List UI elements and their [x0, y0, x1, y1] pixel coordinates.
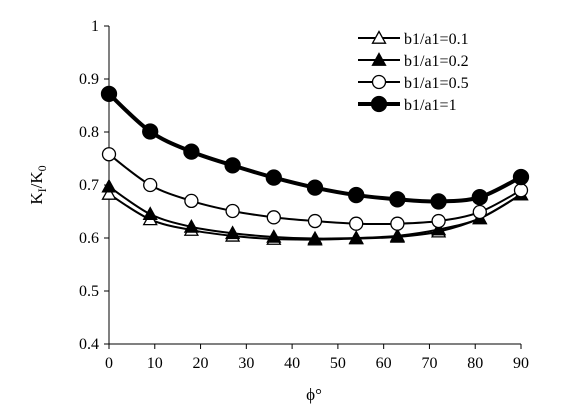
data-point — [512, 168, 530, 186]
data-point — [349, 216, 364, 231]
data-point — [390, 216, 405, 231]
data-point — [142, 206, 158, 221]
legend-item: b1/a1=0.2 — [358, 52, 469, 70]
data-point — [101, 186, 117, 200]
y-axis-label: KI/K0 — [27, 165, 49, 204]
series-layer — [100, 85, 530, 246]
x-tick-label: 50 — [330, 355, 346, 372]
legend: b1/a1=0.1 b1/a1=0.2 b1/a1=0.5 b1/a1=1 — [358, 30, 469, 114]
data-point — [265, 169, 282, 186]
y-tick-label: 0.4 — [79, 336, 99, 353]
data-point — [143, 177, 158, 193]
legend-label: b1/a1=0.2 — [404, 53, 469, 70]
legend-label: b1/a1=0.5 — [404, 75, 469, 92]
data-point — [184, 193, 199, 209]
data-point — [100, 85, 118, 102]
data-point — [183, 143, 200, 160]
y-label-sub1: I — [35, 188, 49, 192]
legend-item: b1/a1=0.1 — [358, 30, 469, 48]
data-point — [101, 178, 117, 193]
data-point — [348, 230, 364, 244]
data-point — [513, 183, 529, 198]
x-tick-label: 40 — [284, 355, 300, 372]
data-point — [471, 189, 488, 206]
data-point — [430, 221, 447, 236]
legend-label: b1/a1=1 — [404, 97, 457, 114]
y-label-sub2: 0 — [35, 165, 49, 171]
y-tick-label: 1 — [91, 18, 99, 35]
y-tick-label: 0.9 — [79, 71, 99, 88]
x-tick-label: 20 — [193, 355, 209, 372]
legend-item: b1/a1=0.5 — [358, 74, 469, 92]
series-4 — [100, 85, 530, 210]
y-tick-label: 0.6 — [79, 230, 99, 247]
data-point — [307, 230, 323, 245]
x-tick-label: 60 — [376, 355, 392, 372]
y-tick-label: 0.7 — [79, 177, 99, 194]
x-tick-label: 90 — [513, 355, 529, 372]
data-point — [431, 213, 446, 229]
data-point — [430, 193, 447, 210]
data-point — [307, 213, 323, 229]
data-point — [306, 179, 324, 196]
y-tick-label: 0.5 — [79, 283, 99, 300]
data-point — [142, 123, 159, 140]
x-tick-label: 80 — [467, 355, 483, 372]
data-point — [266, 210, 281, 225]
data-point — [348, 186, 365, 204]
legend-label: b1/a1=0.1 — [404, 31, 469, 48]
data-point — [183, 219, 200, 233]
legend-marker — [371, 30, 387, 44]
y-tick-label: 0.8 — [79, 124, 99, 141]
data-point — [224, 157, 241, 174]
y-label-slash: /K — [27, 171, 46, 189]
y-label-main: K — [27, 192, 46, 205]
legend-item: b1/a1=1 — [358, 95, 457, 114]
x-tick-label: 30 — [238, 355, 254, 372]
data-point — [101, 147, 117, 162]
series-3 — [101, 147, 529, 231]
x-tick-label: 70 — [421, 355, 437, 372]
data-point — [389, 191, 406, 208]
legend-marker — [371, 74, 387, 90]
data-point — [389, 228, 406, 242]
data-point — [225, 203, 240, 219]
data-point — [224, 225, 241, 240]
legend-marker — [370, 95, 388, 113]
data-point — [266, 229, 282, 243]
axes: 0 10 20 30 40 50 60 70 80 90 0.4 0.5 0.6 0.7 0.8 0.9 1 — [79, 18, 529, 372]
x-tick-label: 0 — [105, 355, 113, 372]
x-axis-label: ϕ° — [306, 385, 322, 404]
legend-marker — [371, 52, 387, 66]
x-tick-label: 10 — [147, 355, 163, 372]
data-point — [472, 204, 487, 220]
